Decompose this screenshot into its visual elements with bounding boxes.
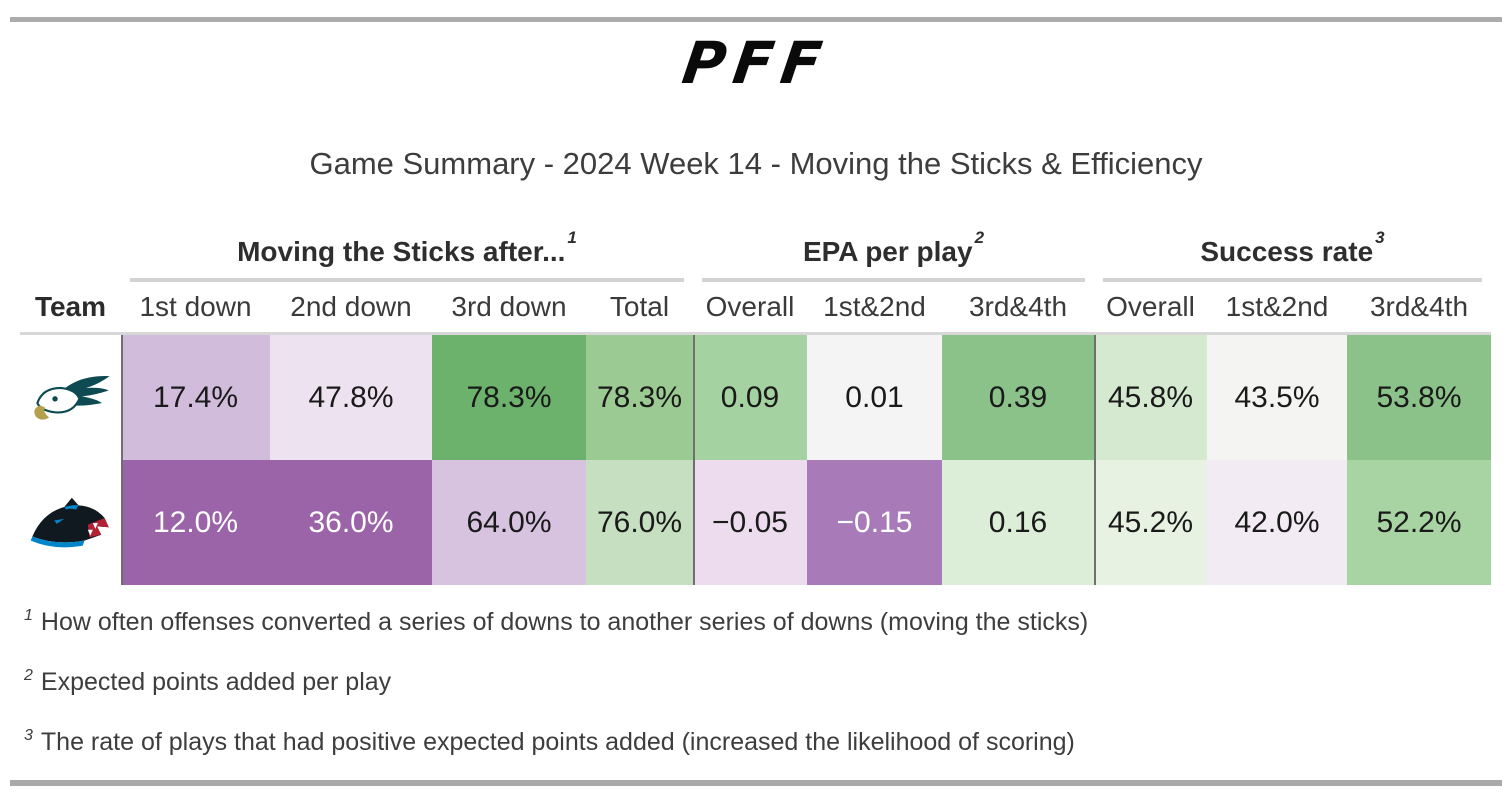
group-header-success-rate: Success rate 3 [1094, 212, 1491, 282]
stat-cell: 17.4% [121, 335, 270, 460]
stat-cell: 76.0% [586, 460, 693, 585]
column-header-sr-3rd-4th: 3rd&4th [1347, 282, 1491, 335]
stat-cell: 0.39 [942, 335, 1094, 460]
group-underline [1103, 278, 1482, 282]
footnote-2-text: Expected points added per play [40, 668, 392, 696]
bottom-divider [10, 780, 1502, 786]
group-header-epa-per-play: EPA per play 2 [693, 212, 1094, 282]
group-header-moving-the-sticks: Moving the Sticks after... 1 [121, 212, 693, 282]
stat-cell: −0.15 [807, 460, 942, 585]
column-header-2nd-down: 2nd down [270, 282, 432, 335]
footnote-3-marker: 3 [24, 727, 33, 744]
stat-cell: 45.2% [1094, 460, 1207, 585]
footnote-1-marker: 1 [24, 607, 33, 624]
group-underline [130, 278, 684, 282]
footnote-3-text: The rate of plays that had positive expe… [40, 728, 1075, 756]
footnote-1: 1 How often offenses converted a series o… [24, 599, 1512, 639]
stat-cell: 78.3% [586, 335, 693, 460]
page-title: Game Summary - 2024 Week 14 - Moving the… [309, 146, 1203, 181]
group-label: EPA per play [802, 236, 973, 267]
column-header-epa-overall: Overall [693, 282, 807, 335]
team-logo-cell-panthers [20, 460, 121, 585]
footnote-3: 3 The rate of plays that had positive exp… [24, 719, 1512, 759]
group-label: Success rate [1200, 236, 1374, 267]
stat-cell: −0.05 [693, 460, 807, 585]
footnote-marker-1: 1 [567, 228, 577, 247]
group-label: Moving the Sticks after... [237, 236, 566, 267]
column-header-team: Team [20, 282, 121, 335]
footnote-2: 2 Expected points added per play [24, 659, 1512, 699]
stat-cell: 53.8% [1347, 335, 1491, 460]
stat-cell: 52.2% [1347, 460, 1491, 585]
stat-cell: 0.09 [693, 335, 807, 460]
stat-cell: 78.3% [432, 335, 586, 460]
stat-cell: 47.8% [270, 335, 432, 460]
column-header-sr-1st-2nd: 1st&2nd [1207, 282, 1347, 335]
column-header-1st-down: 1st down [121, 282, 270, 335]
footnote-marker-2: 2 [974, 228, 985, 247]
stat-cell: 42.0% [1207, 460, 1347, 585]
footnote-2-marker: 2 [24, 667, 33, 684]
stat-cell: 12.0% [121, 460, 270, 585]
group-header-spacer [20, 212, 121, 282]
stats-table: Moving the Sticks after... 1 EPA per play… [20, 212, 1512, 585]
stat-cell: 0.16 [942, 460, 1094, 585]
column-header-epa-1st-2nd: 1st&2nd [807, 282, 942, 335]
top-divider [10, 17, 1502, 22]
stat-cell: 45.8% [1094, 335, 1207, 460]
eagles-team-logo-icon [33, 375, 110, 420]
column-header-3rd-down: 3rd down [432, 282, 586, 335]
footnote-marker-3: 3 [1375, 228, 1385, 247]
pff-logo: PFF [678, 29, 834, 97]
panthers-team-logo-icon [30, 497, 109, 547]
stat-cell: 0.01 [807, 335, 942, 460]
column-header-sr-overall: Overall [1094, 282, 1207, 335]
team-logo-cell-eagles [20, 335, 121, 460]
footnote-1-text: How often offenses converted a series of… [40, 608, 1089, 636]
stat-cell: 64.0% [432, 460, 586, 585]
stat-cell: 36.0% [270, 460, 432, 585]
footnotes: 1 How often offenses converted a series o… [24, 599, 1512, 759]
stat-cell: 43.5% [1207, 335, 1347, 460]
group-underline [702, 278, 1085, 282]
column-header-total: Total [586, 282, 693, 335]
column-header-epa-3rd-4th: 3rd&4th [942, 282, 1094, 335]
